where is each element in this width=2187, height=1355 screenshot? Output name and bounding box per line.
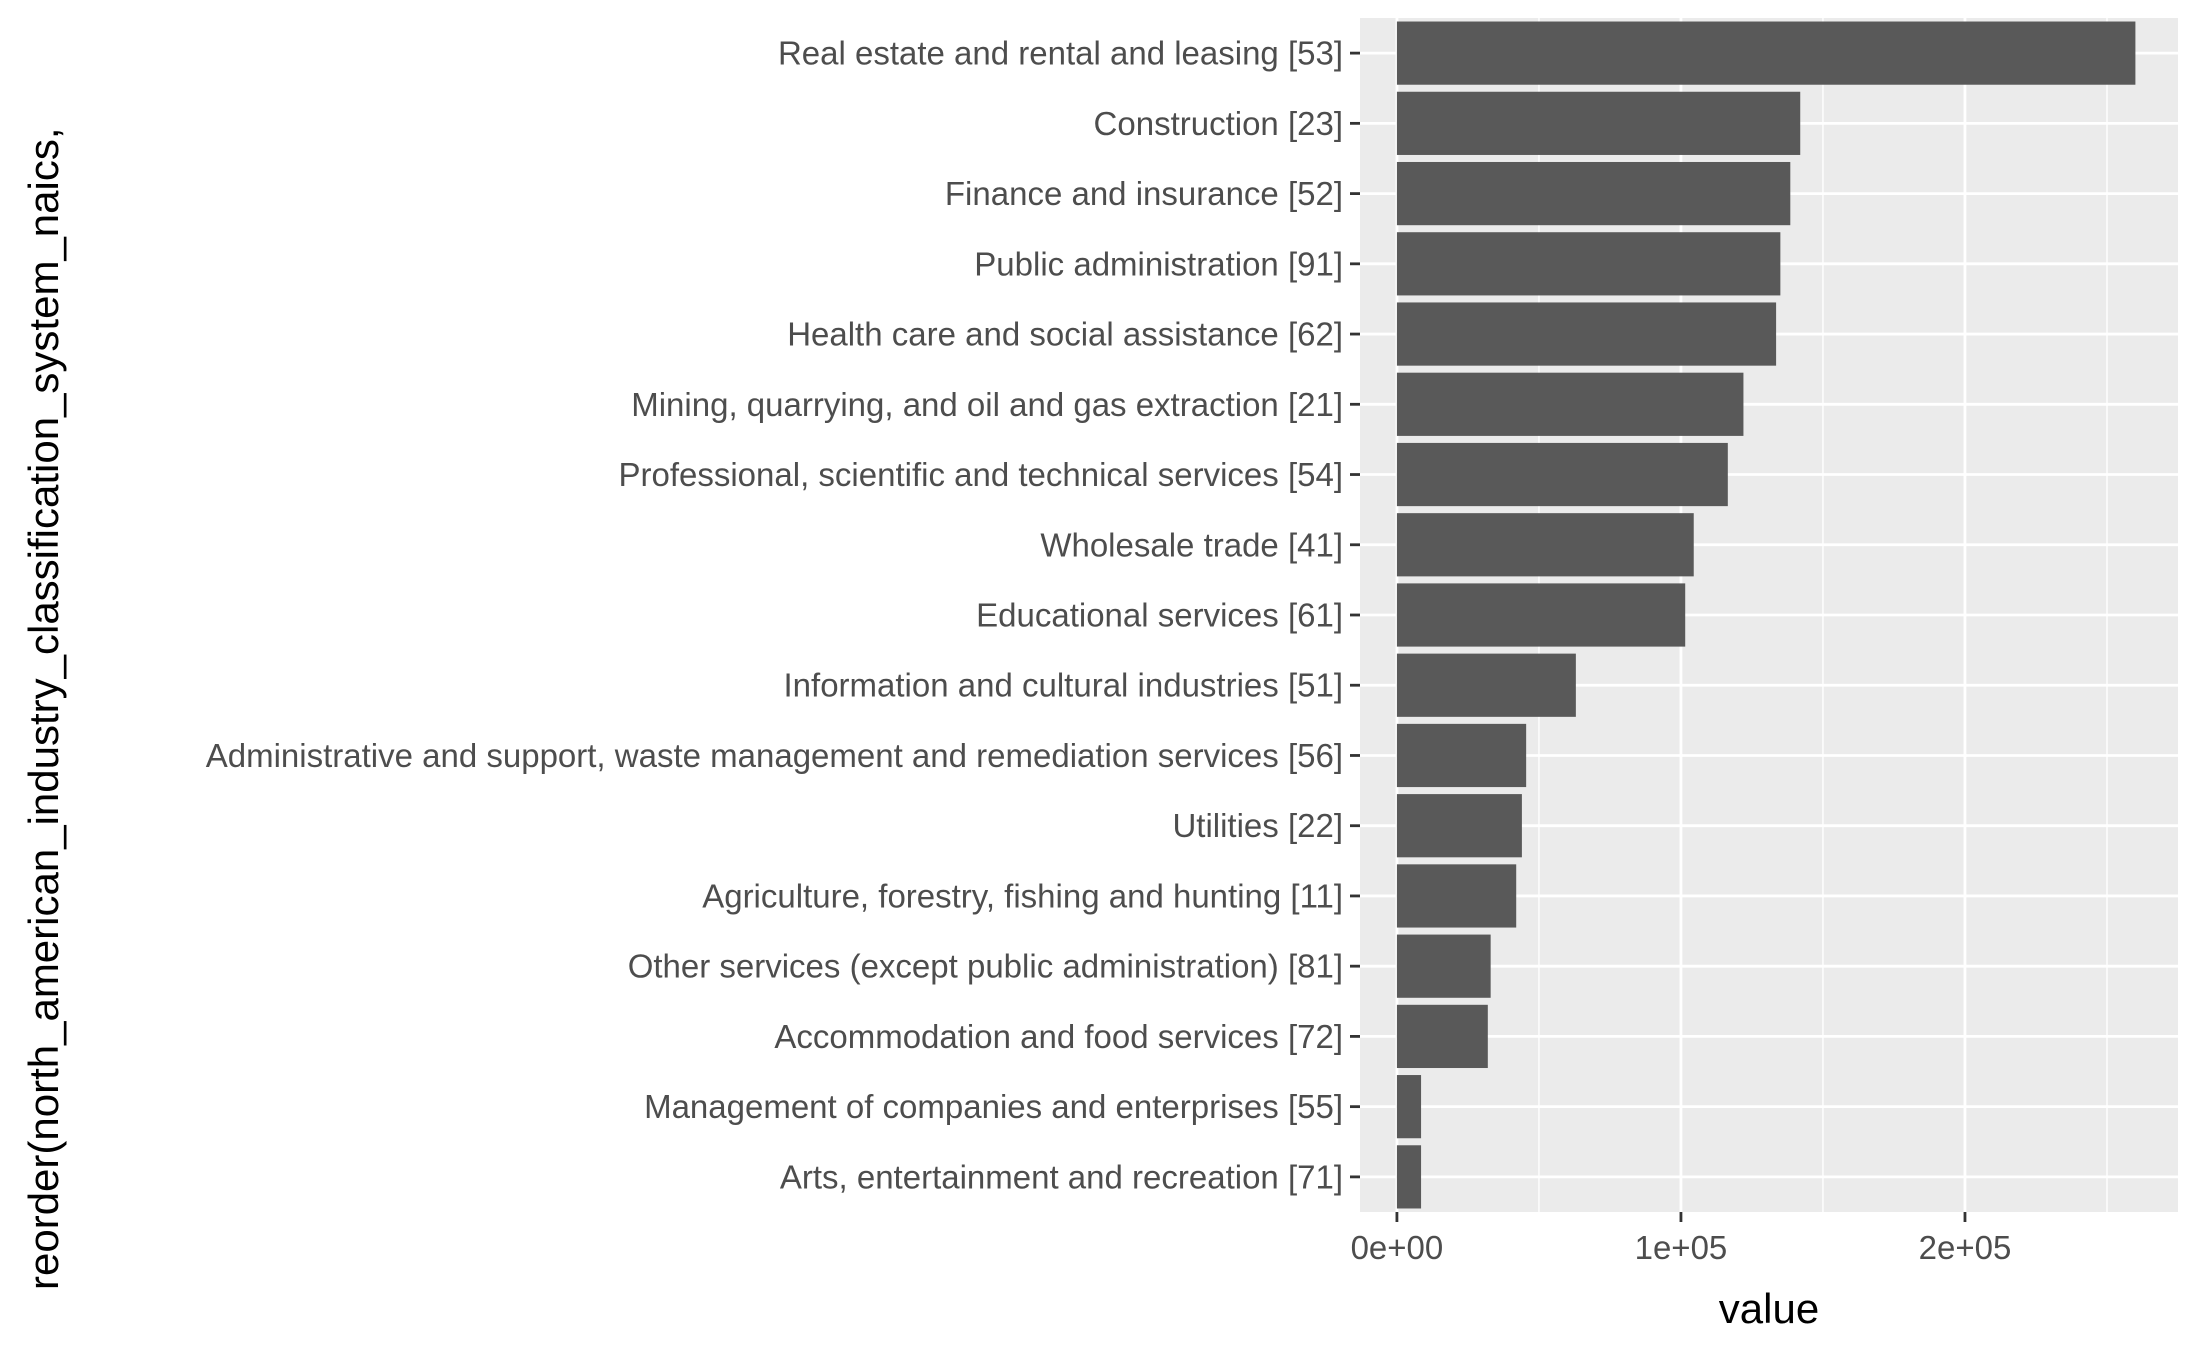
bar bbox=[1396, 232, 1781, 296]
bar bbox=[1396, 442, 1728, 507]
x-tick-label: 0e+00 bbox=[1351, 1229, 1444, 1266]
x-axis-title: value bbox=[1719, 1285, 1819, 1332]
bar bbox=[1396, 583, 1686, 647]
y-tick-label: Educational services [61] bbox=[976, 597, 1343, 634]
bar bbox=[1396, 1004, 1488, 1069]
y-tick-label: Management of companies and enterprises … bbox=[644, 1088, 1343, 1125]
y-tick-label: Wholesale trade [41] bbox=[1040, 526, 1343, 563]
y-tick-label: Professional, scientific and technical s… bbox=[618, 456, 1343, 493]
bar bbox=[1396, 1075, 1422, 1139]
bar bbox=[1396, 302, 1777, 366]
bar bbox=[1396, 372, 1744, 436]
bar bbox=[1396, 21, 2136, 85]
y-tick-label: Mining, quarrying, and oil and gas extra… bbox=[631, 386, 1343, 423]
bar bbox=[1396, 934, 1491, 998]
y-tick-label: Real estate and rental and leasing [53] bbox=[778, 35, 1343, 72]
y-tick-label: Information and cultural industries [51] bbox=[784, 667, 1343, 704]
bar bbox=[1396, 161, 1791, 226]
x-tick-label: 1e+05 bbox=[1635, 1229, 1728, 1266]
y-tick-label: Utilities [22] bbox=[1172, 807, 1343, 844]
bar bbox=[1396, 864, 1517, 928]
y-tick-label: Other services (except public administra… bbox=[628, 948, 1343, 985]
y-tick-label: Finance and insurance [52] bbox=[945, 175, 1343, 212]
x-tick-label: 2e+05 bbox=[1919, 1229, 2012, 1266]
x-axis: 0e+00 1e+05 2e+05 bbox=[1351, 1212, 2012, 1266]
y-axis: Real estate and rental and leasing [53] C… bbox=[206, 35, 1360, 1195]
y-tick-label: Administrative and support, waste manage… bbox=[206, 737, 1343, 774]
y-tick-label: Accommodation and food services [72] bbox=[774, 1018, 1343, 1055]
bar bbox=[1396, 1145, 1422, 1209]
y-tick-label: Public administration [91] bbox=[974, 245, 1343, 282]
bar bbox=[1396, 723, 1527, 788]
bar bbox=[1396, 513, 1694, 577]
bar bbox=[1396, 653, 1576, 717]
y-tick-label: Arts, entertainment and recreation [71] bbox=[780, 1158, 1343, 1195]
y-axis-title: reorder(north_american_industry_classifi… bbox=[20, 127, 67, 1290]
y-tick-label: Health care and social assistance [62] bbox=[787, 316, 1343, 353]
bar-layer bbox=[1396, 21, 2136, 1209]
bar bbox=[1396, 91, 1801, 155]
bar bbox=[1396, 794, 1522, 858]
y-tick-label: Construction [23] bbox=[1094, 105, 1343, 142]
y-tick-label: Agriculture, forestry, fishing and hunti… bbox=[702, 877, 1343, 914]
